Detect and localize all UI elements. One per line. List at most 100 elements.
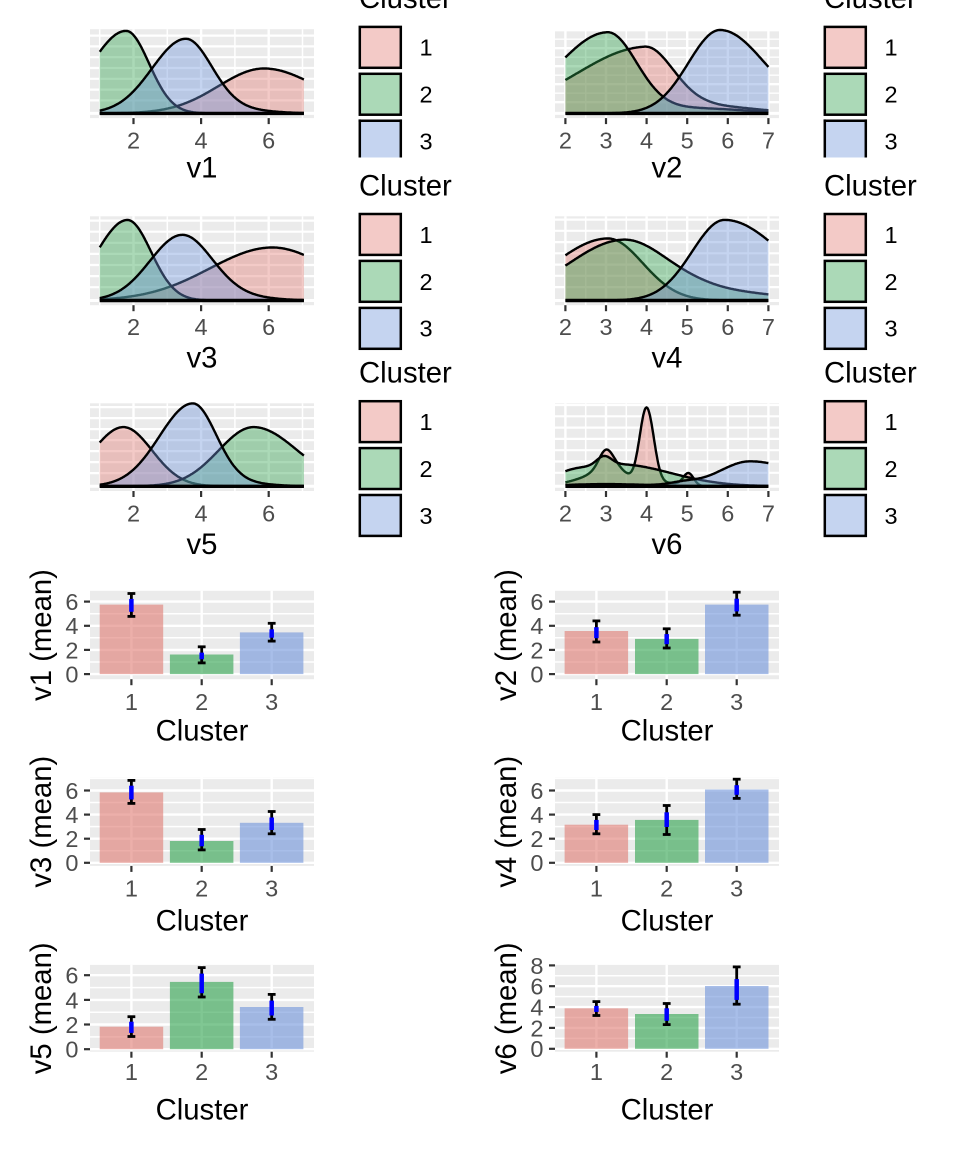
svg-text:2: 2 (127, 314, 140, 340)
svg-text:6: 6 (530, 974, 543, 1000)
svg-text:0: 0 (530, 850, 543, 876)
svg-text:7: 7 (762, 127, 775, 153)
svg-text:1: 1 (590, 875, 603, 901)
svg-text:6: 6 (721, 127, 734, 153)
svg-text:2: 2 (420, 269, 433, 295)
svg-text:2: 2 (65, 637, 78, 663)
svg-text:2: 2 (530, 1015, 543, 1041)
svg-text:2: 2 (885, 82, 898, 108)
svg-text:2: 2 (65, 826, 78, 852)
svg-text:Cluster: Cluster (156, 715, 249, 748)
svg-text:2: 2 (660, 689, 673, 715)
svg-text:5: 5 (681, 500, 694, 526)
svg-text:1: 1 (885, 409, 898, 435)
svg-text:v6: v6 (652, 528, 683, 561)
svg-text:3: 3 (420, 129, 433, 155)
svg-text:2: 2 (559, 127, 572, 153)
svg-text:0: 0 (530, 662, 543, 688)
svg-text:Cluster: Cluster (621, 715, 714, 748)
svg-text:3: 3 (420, 503, 433, 529)
svg-text:2: 2 (65, 1012, 78, 1038)
svg-text:3: 3 (599, 500, 612, 526)
svg-text:v4: v4 (652, 342, 683, 375)
svg-text:1: 1 (125, 689, 138, 715)
svg-text:6: 6 (721, 314, 734, 340)
svg-text:v5: v5 (187, 528, 218, 561)
svg-text:1: 1 (590, 1059, 603, 1085)
svg-text:0: 0 (65, 1037, 78, 1063)
svg-text:2: 2 (420, 82, 433, 108)
svg-text:0: 0 (65, 850, 78, 876)
svg-text:3: 3 (885, 503, 898, 529)
svg-text:Cluster: Cluster (359, 357, 452, 390)
svg-text:4: 4 (530, 995, 543, 1021)
svg-text:3: 3 (730, 689, 743, 715)
svg-text:7: 7 (762, 314, 775, 340)
svg-text:Cluster: Cluster (824, 0, 917, 15)
svg-text:1: 1 (125, 875, 138, 901)
svg-text:6: 6 (530, 778, 543, 804)
svg-text:4: 4 (640, 314, 653, 340)
svg-text:4: 4 (530, 802, 543, 828)
svg-text:8: 8 (530, 953, 543, 979)
svg-text:4: 4 (65, 987, 78, 1013)
svg-text:6: 6 (262, 127, 275, 153)
svg-text:Cluster: Cluster (824, 357, 917, 390)
svg-text:Cluster: Cluster (359, 0, 452, 15)
svg-text:Cluster: Cluster (359, 169, 452, 202)
svg-text:1: 1 (885, 222, 898, 248)
svg-text:1: 1 (125, 1059, 138, 1085)
svg-text:6: 6 (65, 778, 78, 804)
svg-text:3: 3 (265, 689, 278, 715)
svg-text:3: 3 (265, 875, 278, 901)
svg-text:v1 (mean): v1 (mean) (25, 569, 58, 701)
svg-text:v3 (mean): v3 (mean) (25, 756, 58, 888)
svg-text:2: 2 (885, 269, 898, 295)
svg-text:5: 5 (681, 127, 694, 153)
svg-text:4: 4 (530, 613, 543, 639)
svg-text:3: 3 (599, 314, 612, 340)
svg-text:2: 2 (195, 1059, 208, 1085)
svg-text:2: 2 (559, 500, 572, 526)
svg-text:2: 2 (559, 314, 572, 340)
svg-text:4: 4 (195, 314, 208, 340)
svg-text:6: 6 (530, 589, 543, 615)
svg-text:3: 3 (265, 1059, 278, 1085)
svg-text:2: 2 (885, 456, 898, 482)
svg-text:7: 7 (762, 500, 775, 526)
svg-text:4: 4 (195, 127, 208, 153)
svg-text:3: 3 (599, 127, 612, 153)
svg-text:2: 2 (660, 875, 673, 901)
svg-text:6: 6 (721, 500, 734, 526)
svg-text:2: 2 (127, 127, 140, 153)
svg-text:v6 (mean): v6 (mean) (490, 942, 523, 1074)
svg-text:2: 2 (530, 826, 543, 852)
svg-text:3: 3 (885, 316, 898, 342)
svg-text:4: 4 (65, 613, 78, 639)
svg-text:Cluster: Cluster (824, 169, 917, 202)
svg-text:2: 2 (127, 500, 140, 526)
svg-text:0: 0 (65, 662, 78, 688)
svg-text:6: 6 (65, 589, 78, 615)
svg-text:v2: v2 (652, 151, 683, 184)
svg-text:2: 2 (530, 637, 543, 663)
svg-text:Cluster: Cluster (621, 904, 714, 937)
svg-text:Cluster: Cluster (156, 904, 249, 937)
svg-text:v1: v1 (187, 151, 218, 184)
svg-text:6: 6 (65, 963, 78, 989)
svg-text:1: 1 (420, 409, 433, 435)
svg-text:1: 1 (590, 689, 603, 715)
svg-text:v3: v3 (187, 342, 218, 375)
svg-text:v2 (mean): v2 (mean) (490, 569, 523, 701)
svg-text:Cluster: Cluster (621, 1094, 714, 1127)
svg-text:1: 1 (885, 35, 898, 61)
svg-text:3: 3 (420, 316, 433, 342)
svg-text:1: 1 (420, 35, 433, 61)
svg-text:2: 2 (420, 456, 433, 482)
svg-text:2: 2 (195, 875, 208, 901)
svg-text:2: 2 (660, 1059, 673, 1085)
svg-text:3: 3 (730, 1059, 743, 1085)
svg-text:4: 4 (65, 802, 78, 828)
svg-text:v4 (mean): v4 (mean) (490, 756, 523, 888)
svg-text:Cluster: Cluster (156, 1094, 249, 1127)
